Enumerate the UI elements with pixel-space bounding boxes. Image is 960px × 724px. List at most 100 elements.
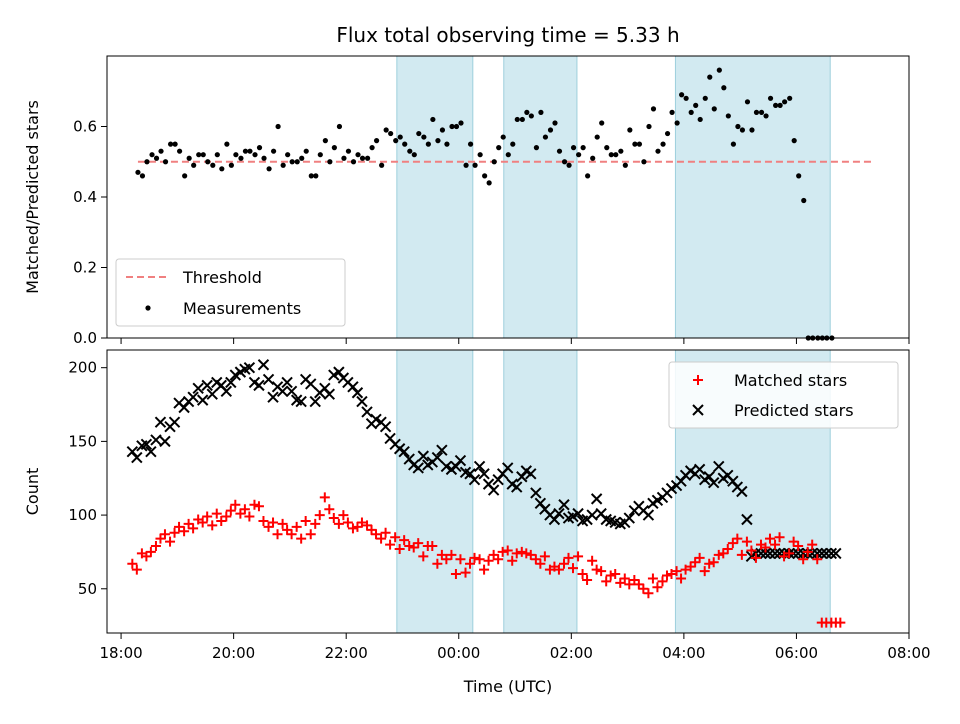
legend-threshold-label: Threshold xyxy=(182,268,262,287)
measurement-point xyxy=(252,152,258,158)
bottom-shaded-region xyxy=(396,349,474,634)
predicted-star-point xyxy=(759,547,772,560)
matched-star-point xyxy=(615,577,626,588)
matched-star-point xyxy=(169,527,180,538)
measurement-point xyxy=(416,130,422,137)
matched-star-point xyxy=(577,569,588,580)
measurement-point xyxy=(205,159,211,165)
matched-star-point xyxy=(732,533,743,544)
matched-star-point xyxy=(342,517,353,528)
predicted-star-point xyxy=(131,451,143,464)
matched-star-point xyxy=(666,569,677,580)
legend-box xyxy=(115,258,346,327)
matched-star-point xyxy=(385,539,396,550)
measurement-point xyxy=(711,106,717,112)
predicted-star-point xyxy=(351,387,364,399)
matched-star-point xyxy=(282,524,293,535)
measurement-point xyxy=(744,99,751,105)
matched-star-point xyxy=(746,545,757,556)
measurement-point xyxy=(514,116,520,123)
predicted-star-point xyxy=(642,509,655,521)
measurement-point xyxy=(590,155,596,161)
matched-star-point xyxy=(601,576,612,587)
predicted-star-point xyxy=(816,547,828,560)
measurement-point xyxy=(538,109,544,115)
matched-star-point xyxy=(694,552,705,563)
matched-star-point xyxy=(582,574,593,585)
matched-star-point xyxy=(390,532,401,543)
measurement-point xyxy=(716,67,722,73)
x-tick-label: 04:00 xyxy=(662,644,705,662)
measurement-point xyxy=(767,95,774,101)
predicted-star-point xyxy=(187,391,199,403)
predicted-star-point xyxy=(192,382,204,395)
measurement-point xyxy=(561,159,568,165)
matched-star-point xyxy=(244,511,255,522)
matched-star-point xyxy=(727,538,738,549)
measurement-point xyxy=(467,141,474,147)
measurement-point xyxy=(200,152,206,158)
top-y-tick-label: 0.0 xyxy=(73,329,97,347)
measurement-point xyxy=(393,138,399,144)
matched-star-point xyxy=(131,564,142,575)
measurement-point xyxy=(336,123,343,130)
predicted-star-point xyxy=(830,547,842,560)
measurement-point xyxy=(256,145,263,151)
predicted-star-point xyxy=(417,450,430,462)
measurement-point xyxy=(238,155,244,161)
top-y-axis-label: Matched/Predicted stars xyxy=(23,100,42,294)
predicted-star-point xyxy=(623,512,635,524)
predicted-star-point xyxy=(820,547,832,560)
predicted-star-point xyxy=(797,547,809,560)
matched-star-point xyxy=(446,549,457,560)
bottom-shaded-region xyxy=(503,349,578,634)
matched-star-point xyxy=(305,529,316,540)
matched-star-point xyxy=(366,524,377,535)
predicted-star-point xyxy=(436,444,448,456)
measurement-point xyxy=(359,155,366,161)
measurement-point xyxy=(547,127,554,133)
x-tick-label: 22:00 xyxy=(325,644,368,662)
measurement-point xyxy=(482,173,488,179)
matched-star-point xyxy=(207,520,218,531)
matched-star-point xyxy=(690,557,701,568)
measurement-point xyxy=(327,159,333,165)
matched-star-point xyxy=(235,508,246,519)
legend-matched-swatch xyxy=(693,375,703,385)
bottom-y-tick-label: 50 xyxy=(78,580,97,598)
measurement-point xyxy=(622,162,628,168)
matched-star-point xyxy=(145,546,156,557)
measurement-point xyxy=(280,162,286,168)
predicted-star-point xyxy=(558,499,570,511)
matched-star-point xyxy=(150,541,161,552)
predicted-star-point xyxy=(572,507,584,520)
predicted-star-point xyxy=(140,438,153,451)
x-tick-label: 06:00 xyxy=(775,644,818,662)
measurement-point xyxy=(149,152,155,158)
predicted-star-point xyxy=(262,373,275,386)
x-tick-label: 00:00 xyxy=(437,644,480,662)
measurement-point xyxy=(331,145,337,151)
x-tick-label: 08:00 xyxy=(887,644,930,662)
predicted-star-point xyxy=(431,451,444,464)
measurement-point xyxy=(355,152,361,158)
measurement-point xyxy=(275,123,281,130)
top-shaded-region xyxy=(674,55,831,339)
matched-star-point xyxy=(802,546,813,557)
matched-star-point xyxy=(497,546,508,557)
matched-star-point xyxy=(300,515,311,526)
matched-star-point xyxy=(784,548,795,559)
matched-star-point xyxy=(483,555,494,566)
matched-star-point xyxy=(553,564,564,575)
legend-measurements-label: Measurements xyxy=(183,299,301,318)
measurement-point xyxy=(599,120,605,126)
measurement-point xyxy=(172,141,178,147)
measurement-point xyxy=(801,197,807,204)
measurement-point xyxy=(739,127,746,133)
measurement-point xyxy=(618,148,624,154)
matched-star-point xyxy=(807,539,818,550)
matched-star-point xyxy=(230,499,241,510)
predicted-star-point xyxy=(487,484,500,496)
top-y-tick-label: 0.6 xyxy=(73,118,97,136)
matched-star-point xyxy=(647,573,658,584)
